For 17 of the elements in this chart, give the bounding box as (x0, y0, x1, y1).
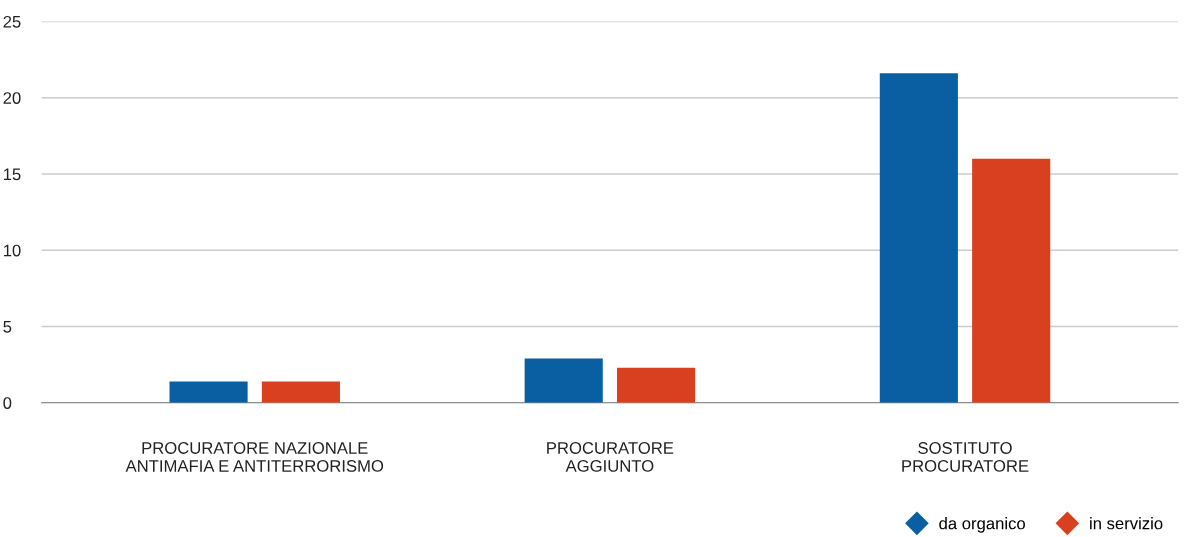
bar (879, 73, 958, 403)
y-tick-label: 25 (3, 15, 21, 28)
x-tick-label: PROCURATORE AGGIUNTO (547, 442, 674, 472)
y-tick-label: 15 (3, 168, 21, 181)
y-tick-label: 20 (3, 92, 21, 104)
legend-label: in servizio (1090, 517, 1163, 530)
x-tick-label: PROCURATORE NAZIONALE ANTIMAFIA E ANTITERRORISMO (125, 442, 384, 472)
y-tick-label: 0 (3, 397, 12, 409)
bar (616, 367, 696, 403)
legend-label: da organico (939, 517, 1025, 533)
y-tick-label: 5 (3, 321, 12, 333)
bar (972, 158, 1051, 403)
bar (261, 381, 340, 403)
bar (524, 358, 603, 403)
y-tick-label: 10 (3, 244, 21, 257)
x-tick-label: SOSTITUTO PROCURATORE (902, 442, 1029, 472)
bar (169, 381, 248, 403)
